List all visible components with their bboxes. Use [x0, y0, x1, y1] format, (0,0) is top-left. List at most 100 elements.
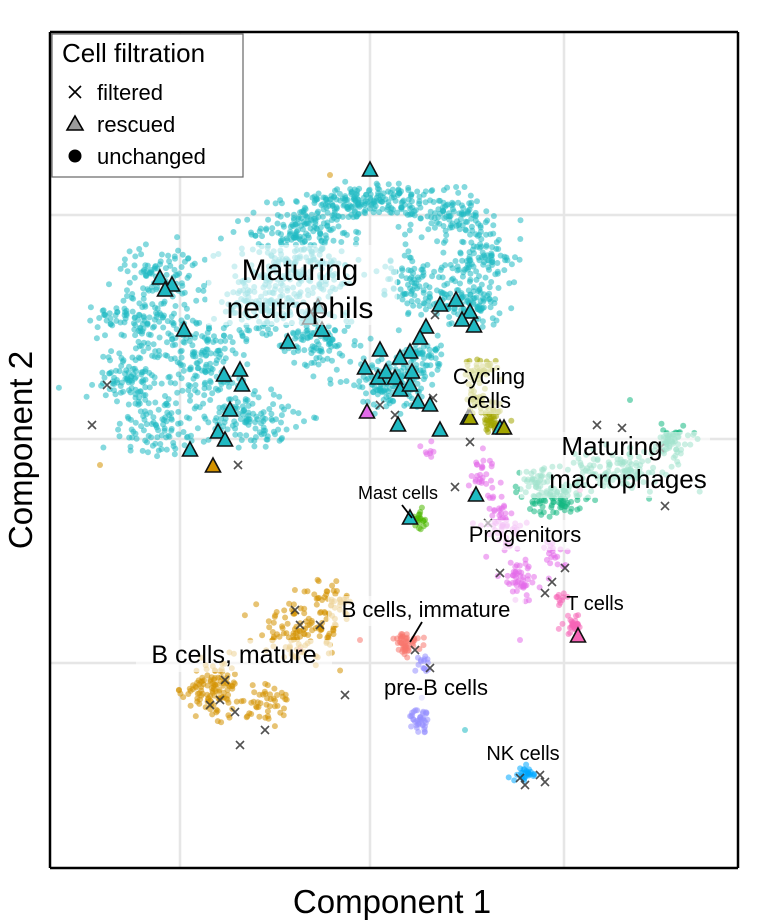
data-point: [324, 209, 331, 216]
data-point: [179, 251, 186, 258]
data-point: [442, 237, 449, 244]
filtered-marker: [375, 400, 385, 410]
data-point: [283, 426, 290, 433]
data-point: [129, 291, 136, 297]
data-point: [308, 211, 315, 218]
data-point: [334, 186, 341, 193]
data-point: [453, 184, 460, 190]
data-point: [493, 413, 499, 420]
rescued-marker: [371, 340, 389, 357]
data-point: [128, 416, 134, 423]
data-point: [180, 694, 187, 701]
data-point: [188, 432, 194, 439]
data-point: [489, 259, 496, 265]
data-point: [222, 415, 229, 422]
data-point: [120, 297, 127, 304]
data-point: [289, 221, 296, 228]
data-point: [179, 387, 186, 394]
data-point: [179, 282, 186, 289]
data-point: [155, 406, 162, 413]
cluster-label: B cells, mature: [151, 641, 316, 669]
rescued-marker: [233, 375, 251, 392]
data-point: [329, 582, 336, 589]
data-point: [187, 392, 194, 399]
filtered-marker: [233, 460, 243, 470]
rescued-marker: [156, 280, 174, 297]
cluster-label-background: [374, 674, 498, 704]
data-point: [305, 615, 312, 622]
data-point: [164, 339, 170, 346]
data-point: [446, 314, 453, 320]
axes: [48, 30, 740, 870]
data-point: [428, 214, 435, 221]
data-point: [418, 385, 425, 392]
data-point: [270, 401, 277, 408]
data-point: [180, 429, 187, 435]
filtered-marker: [540, 777, 550, 787]
data-point: [297, 605, 304, 612]
data-point: [483, 423, 490, 430]
cluster-label: pre-B cells: [384, 675, 488, 700]
data-point: [489, 512, 496, 519]
data-point: [431, 224, 438, 231]
data-point: [401, 252, 408, 259]
data-point: [408, 290, 415, 297]
data-point: [268, 386, 275, 393]
data-point: [399, 296, 406, 303]
data-point: [494, 260, 501, 266]
data-point: [436, 220, 443, 227]
data-point: [253, 413, 260, 420]
data-point: [490, 321, 497, 328]
data-point: [135, 401, 142, 408]
data-point: [145, 400, 152, 407]
data-point: [218, 719, 225, 726]
circle-icon: [68, 149, 82, 163]
data-point: [531, 508, 538, 515]
data-point: [140, 313, 147, 320]
data-point: [132, 374, 139, 380]
data-point: [157, 441, 164, 447]
rescued-marker: [401, 342, 419, 359]
data-point: [201, 392, 208, 399]
cluster-label-background: [520, 432, 710, 498]
rescued-marker: [411, 328, 429, 345]
cluster-label-background: [328, 596, 524, 626]
data-point: [97, 462, 103, 468]
rescued-marker: [356, 358, 374, 375]
data-point: [142, 437, 149, 444]
data-point: [434, 332, 441, 339]
data-point: [301, 588, 308, 595]
data-point: [422, 653, 429, 660]
data-point: [486, 290, 493, 297]
data-point: [127, 447, 134, 454]
cluster-label-background: [136, 640, 332, 672]
data-point: [153, 286, 160, 293]
data-point: [259, 330, 266, 337]
data-point: [557, 599, 564, 606]
data-point: [342, 178, 349, 185]
data-point: [404, 211, 411, 218]
filtered-marker: [430, 310, 440, 320]
filtered-marker: [102, 380, 112, 390]
data-point: [398, 272, 405, 279]
data-point: [151, 316, 158, 323]
cluster-label: macrophages: [549, 464, 707, 494]
data-point: [140, 379, 146, 386]
data-point: [442, 227, 449, 234]
data-point: [440, 187, 447, 194]
data-point: [467, 276, 474, 283]
data-point: [248, 229, 254, 236]
data-point: [160, 324, 167, 331]
data-point: [416, 198, 423, 205]
data-point: [360, 194, 367, 201]
data-point: [175, 408, 182, 415]
data-point: [346, 202, 353, 209]
data-point: [420, 289, 427, 296]
rescued-marker: [401, 508, 419, 525]
data-point: [436, 361, 443, 367]
data-point: [256, 691, 263, 698]
data-point: [268, 410, 275, 417]
data-point: [468, 473, 475, 479]
data-point: [559, 620, 566, 627]
data-point: [225, 699, 232, 706]
